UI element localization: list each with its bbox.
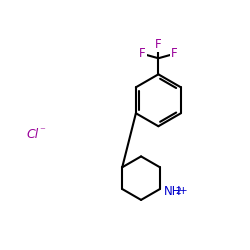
Text: NH: NH: [164, 184, 181, 198]
Text: 2: 2: [176, 188, 181, 196]
Text: F: F: [155, 38, 162, 51]
Text: ⁻: ⁻: [40, 126, 46, 136]
Text: F: F: [139, 47, 145, 60]
Text: Cl: Cl: [26, 128, 38, 141]
Text: F: F: [171, 47, 178, 60]
Text: +: +: [179, 186, 188, 196]
